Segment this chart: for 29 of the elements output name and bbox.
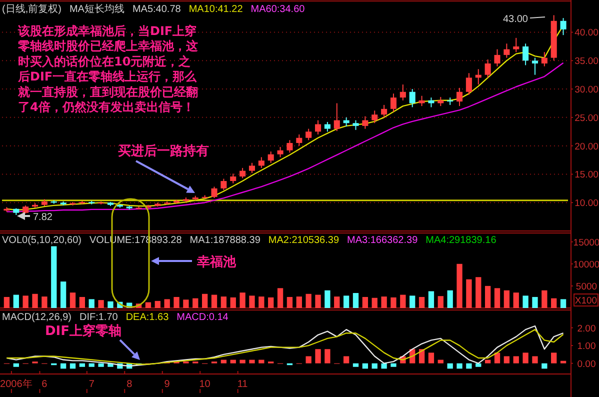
x-tick-label: 7 bbox=[88, 379, 95, 390]
y-tick-label: 10.00 bbox=[574, 198, 598, 210]
annotation: 该股在形成幸福池后，当DIF上穿零轴线时股价已经爬上幸福池，这时买入的话价位在10元附近，之后DIF一直在零轴线上运行，那么就一直持股，直到现在股价已经翻了4倍，仍然没有发出卖出信号！ bbox=[17, 24, 199, 114]
chart-title: MACD(12,26,9) DIF:1.70 DEA:1.63 MACD:0.14 bbox=[2, 312, 229, 323]
x-tick-label: 11 bbox=[237, 379, 248, 390]
annotation: DIF上穿零轴 bbox=[45, 323, 122, 339]
y-tick-label: 20.00 bbox=[574, 141, 598, 152]
x-tick-label: 6 bbox=[42, 379, 48, 390]
annotation: 7.82 bbox=[33, 212, 53, 223]
annotation: 幸福池 bbox=[196, 254, 237, 270]
y-tick-label: 5000 bbox=[576, 281, 598, 292]
y-tick-label: 1.00 bbox=[577, 341, 596, 352]
x-tick-label: 8 bbox=[126, 379, 133, 390]
y-tick-label: 15000 bbox=[573, 237, 599, 248]
x-tick-label: 9 bbox=[164, 379, 170, 390]
chart-title: (日线,前复权) MA短长均线 MA5:40.78 MA10:41.22 MA60:34.60 bbox=[2, 3, 306, 15]
y-tick-label: 2.00 bbox=[577, 323, 596, 334]
y-tick-label: 15.00 bbox=[574, 170, 598, 181]
y-tick-label: 0.00 bbox=[577, 358, 596, 370]
y-tick-label: 10000 bbox=[573, 259, 599, 270]
x-tick-label: 10 bbox=[199, 379, 211, 390]
y-tick-label: 25.00 bbox=[574, 112, 598, 124]
y-tick-label: 35.00 bbox=[574, 56, 598, 68]
annotation: 买进后一路持有 bbox=[118, 143, 209, 159]
y-tick-label: 30.00 bbox=[574, 84, 598, 96]
x-tick-label: 2006年 bbox=[0, 378, 32, 390]
y-axis-title: X100 bbox=[574, 296, 598, 306]
annotation: 43.00 bbox=[502, 14, 528, 25]
y-tick-label: 40.00 bbox=[574, 28, 598, 39]
